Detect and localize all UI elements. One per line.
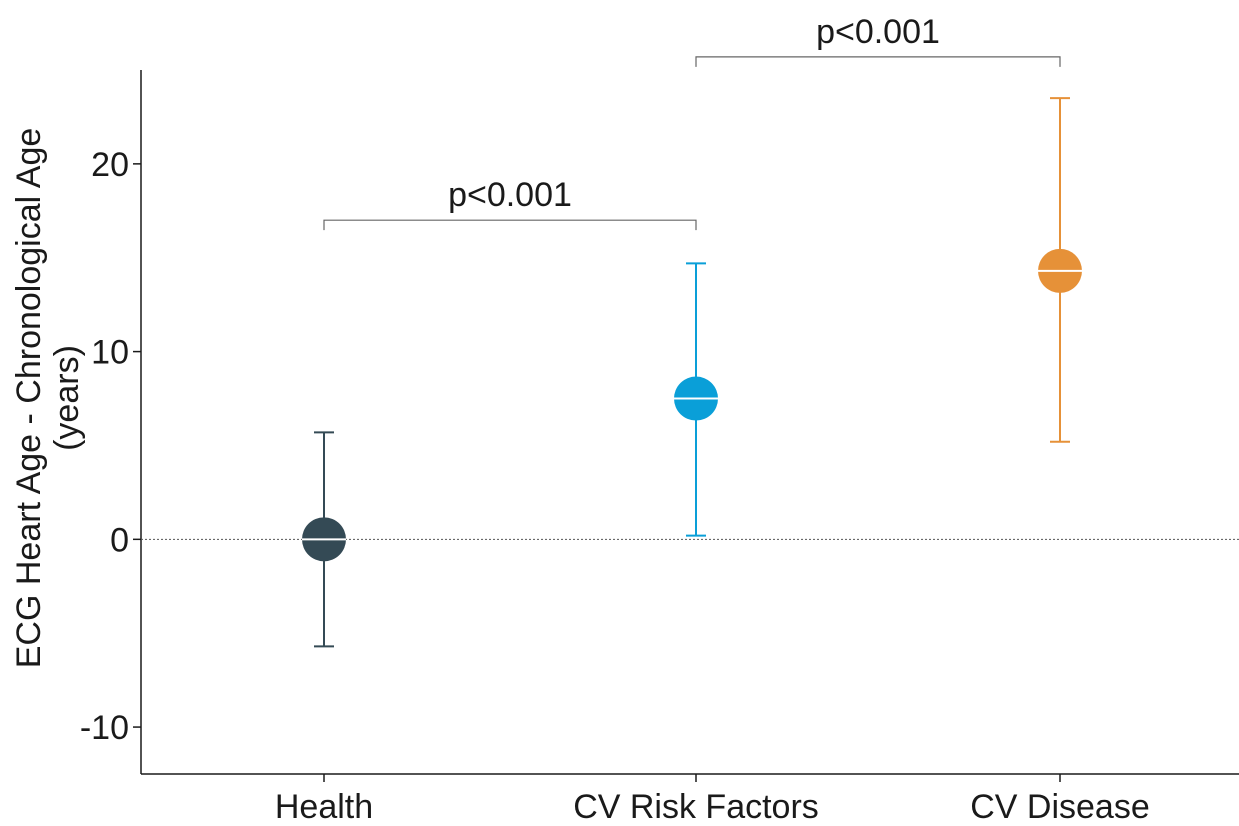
y-axis-title-line: (years) xyxy=(48,345,86,451)
axes xyxy=(133,70,1239,782)
x-tick-label: CV Disease xyxy=(970,788,1150,826)
x-tick-label: CV Risk Factors xyxy=(573,788,819,826)
p-value-label: p<0.001 xyxy=(448,176,572,214)
y-axis-title-line: ECG Heart Age - Chronological Age xyxy=(10,128,48,669)
significance-brackets xyxy=(323,56,1061,231)
y-tick-label: 0 xyxy=(110,521,129,559)
y-tick-label: 10 xyxy=(91,334,129,372)
y-axis-title: ECG Heart Age - Chronological Age(years) xyxy=(10,128,86,669)
y-tick-label: -10 xyxy=(80,709,129,747)
y-tick-label: 20 xyxy=(91,146,129,184)
x-tick-label: Health xyxy=(275,788,373,826)
p-value-label: p<0.001 xyxy=(816,13,940,51)
bracket xyxy=(323,219,697,231)
labels: -10 0 10 20 Health CV Risk Factors CV Disease E… xyxy=(10,13,1150,826)
data-marks xyxy=(302,97,1082,648)
bracket xyxy=(695,56,1061,67)
